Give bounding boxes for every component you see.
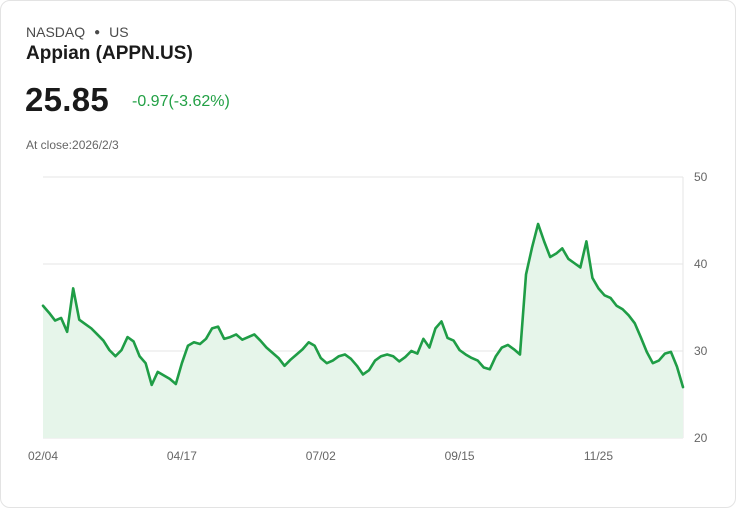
y-tick-label-20: 20	[694, 431, 708, 445]
x-tick-label-09-15: 09/15	[445, 449, 475, 463]
y-tick-label-30: 30	[694, 344, 708, 358]
current-price: 25.85	[25, 81, 110, 118]
x-tick-label-04-17: 04/17	[167, 449, 197, 463]
y-tick-label-50: 50	[694, 170, 708, 184]
price-area-fill	[43, 223, 683, 438]
y-tick-label-40: 40	[694, 257, 708, 271]
price-change: -0.97(-3.62%)	[132, 93, 230, 110]
price-line	[41, 222, 685, 389]
stock-title: Appian (APPN.US)	[26, 43, 193, 64]
x-tick-label-07-02: 07/02	[306, 449, 336, 463]
separator-dot: ●	[94, 26, 101, 38]
country-label: US	[109, 24, 129, 40]
close-date: At close:2026/2/3	[26, 138, 119, 152]
x-tick-label-02-04: 02/04	[28, 449, 58, 463]
x-tick-label-11-25: 11/25	[584, 449, 613, 463]
exchange-label: NASDAQ	[26, 24, 86, 40]
exchange-row: NASDAQ ● US	[26, 24, 129, 40]
